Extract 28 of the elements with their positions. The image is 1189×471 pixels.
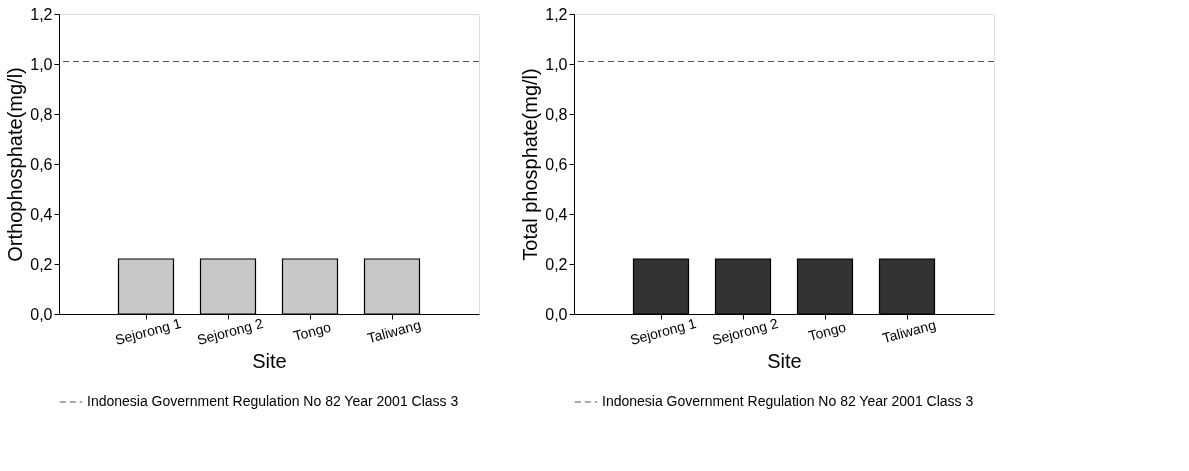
x-tick-label: Sejorong 2 [710, 314, 781, 348]
y-tick-label: 0,6 [30, 155, 53, 173]
y-tick-label: 0,4 [30, 205, 53, 223]
legend-label: Indonesia Government Regulation No 82 Year 2001 Class 3 [87, 393, 459, 409]
x-tick-label: Sejorong 2 [195, 314, 266, 348]
x-axis-title: Site [767, 349, 802, 372]
x-tick-label: Taliwang [880, 316, 938, 347]
y-axis-title: Orthophosphate(mg/l) [4, 67, 27, 262]
y-tick-label: 0,8 [30, 105, 53, 123]
y-tick-label: 0,8 [545, 105, 568, 123]
y-tick-label: 0,4 [545, 205, 568, 223]
x-axis-title: Site [252, 349, 287, 372]
y-tick-label: 0,0 [545, 305, 568, 323]
y-tick-label: 0,2 [30, 255, 53, 273]
y-tick-label: 0,0 [30, 305, 53, 323]
x-tick-label: Sejorong 1 [628, 314, 699, 348]
y-tick-label: 1,2 [30, 5, 53, 23]
y-tick-label: 1,2 [545, 5, 568, 23]
x-tick-label: Tongo [291, 318, 333, 344]
y-axis-title: Total phosphate(mg/l) [519, 68, 542, 261]
y-tick-label: 0,2 [545, 255, 568, 273]
x-tick-label: Tongo [806, 318, 848, 344]
legend-label: Indonesia Government Regulation No 82 Year 2001 Class 3 [602, 393, 974, 409]
y-tick-label: 1,0 [545, 55, 568, 73]
x-tick-label: Sejorong 1 [113, 314, 184, 348]
x-tick-label: Taliwang [365, 316, 423, 347]
y-tick-label: 0,6 [545, 155, 568, 173]
y-tick-label: 1,0 [30, 55, 53, 73]
